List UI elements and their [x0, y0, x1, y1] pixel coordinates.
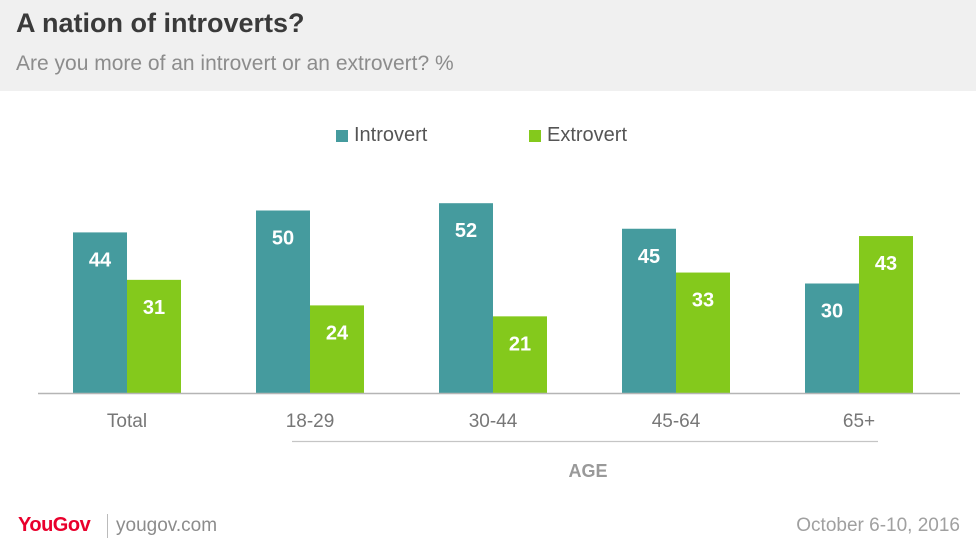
data-label-extrovert-2: 21: [509, 333, 531, 355]
age-group-label: AGE: [568, 461, 607, 481]
data-label-introvert-3: 45: [638, 246, 660, 268]
bar-introvert-0: [73, 232, 127, 393]
legend-label-extrovert: Extrovert: [547, 124, 628, 146]
chart-title: A nation of introverts?: [16, 8, 305, 38]
data-label-introvert-2: 52: [455, 220, 477, 242]
category-label-4: 65+: [843, 411, 875, 432]
footer-url: yougov.com: [116, 515, 218, 536]
bar-introvert-4: [805, 283, 859, 393]
bar-introvert-3: [622, 228, 676, 393]
yougov-logo: YouGov: [18, 514, 91, 536]
data-label-extrovert-0: 31: [143, 297, 165, 319]
data-label-introvert-1: 50: [272, 228, 294, 250]
data-label-introvert-0: 44: [89, 249, 112, 271]
category-label-0: Total: [107, 411, 147, 432]
bar-extrovert-0: [127, 279, 181, 393]
footer-divider: [107, 514, 108, 538]
legend-swatch-extrovert: [529, 129, 541, 142]
chart-subtitle: Are you more of an introvert or an extro…: [16, 52, 454, 75]
legend-item-introvert: Introvert: [336, 124, 427, 147]
legend: Introvert Extrovert: [0, 124, 976, 154]
bar-introvert-2: [439, 203, 493, 393]
category-label-1: 18-29: [286, 411, 335, 432]
bar-extrovert-3: [676, 272, 730, 393]
category-label-3: 45-64: [652, 411, 701, 432]
category-label-2: 30-44: [469, 411, 518, 432]
legend-swatch-introvert: [336, 129, 348, 142]
bar-extrovert-4: [859, 236, 913, 393]
header-band: A nation of introverts? Are you more of …: [0, 0, 976, 91]
data-label-introvert-4: 30: [821, 301, 843, 323]
data-label-extrovert-4: 43: [875, 253, 897, 275]
legend-item-extrovert: Extrovert: [529, 124, 627, 147]
legend-label-introvert: Introvert: [354, 124, 428, 146]
bar-extrovert-1: [310, 305, 364, 393]
bar-introvert-1: [256, 210, 310, 393]
data-label-extrovert-1: 24: [326, 322, 349, 344]
data-label-extrovert-3: 33: [692, 290, 714, 312]
bar-extrovert-2: [493, 316, 547, 393]
footer-date: October 6-10, 2016: [796, 515, 960, 536]
